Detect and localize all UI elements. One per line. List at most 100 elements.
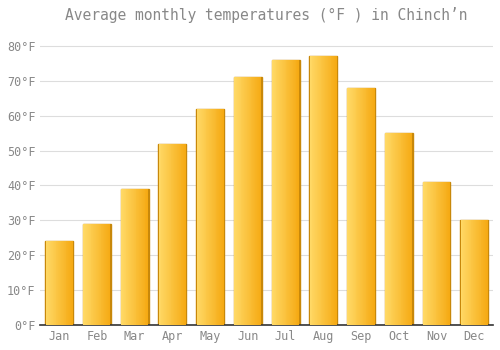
Bar	[273, 60, 274, 325]
Bar	[209, 108, 210, 325]
Bar	[172, 144, 174, 325]
Bar	[482, 220, 483, 325]
Bar	[107, 224, 108, 325]
Bar	[208, 108, 209, 325]
Bar	[130, 189, 131, 325]
Bar	[199, 108, 200, 325]
Bar	[62, 241, 63, 325]
Bar	[478, 220, 480, 325]
Bar	[122, 189, 123, 325]
Bar	[462, 220, 464, 325]
Bar	[206, 108, 208, 325]
Bar	[214, 108, 216, 325]
Bar	[56, 241, 58, 325]
Bar	[160, 144, 162, 325]
Bar	[126, 189, 128, 325]
Bar	[356, 88, 358, 325]
Bar	[395, 133, 396, 325]
Bar	[242, 77, 244, 325]
Bar	[49, 241, 50, 325]
Bar	[129, 189, 130, 325]
Bar	[328, 56, 330, 325]
Bar	[354, 88, 356, 325]
Bar	[358, 88, 359, 325]
Bar	[166, 144, 167, 325]
Bar	[64, 241, 66, 325]
Bar	[274, 60, 276, 325]
Bar	[96, 224, 97, 325]
Bar	[97, 224, 98, 325]
Bar	[258, 77, 260, 325]
Bar	[441, 182, 442, 325]
Bar	[368, 88, 369, 325]
Bar	[143, 189, 144, 325]
Bar	[333, 56, 334, 325]
Bar	[103, 224, 104, 325]
Bar	[175, 144, 176, 325]
Bar	[213, 108, 214, 325]
Bar	[446, 182, 448, 325]
Bar	[467, 220, 468, 325]
Bar	[245, 77, 246, 325]
Bar	[202, 108, 203, 325]
Bar	[282, 60, 283, 325]
Bar	[281, 60, 282, 325]
Bar	[443, 182, 444, 325]
Bar	[444, 182, 446, 325]
Bar	[315, 56, 316, 325]
Bar	[104, 224, 105, 325]
Bar	[464, 220, 465, 325]
Bar	[136, 189, 138, 325]
Bar	[449, 182, 450, 325]
Bar	[144, 189, 146, 325]
Bar	[168, 144, 170, 325]
Bar	[279, 60, 280, 325]
Bar	[98, 224, 100, 325]
Bar	[92, 224, 94, 325]
Bar	[272, 60, 273, 325]
Bar	[170, 144, 172, 325]
Bar	[359, 88, 360, 325]
Bar	[423, 182, 424, 325]
Bar	[100, 224, 102, 325]
Bar	[325, 56, 326, 325]
Bar	[69, 241, 70, 325]
Bar	[218, 108, 219, 325]
Bar	[51, 241, 52, 325]
Bar	[72, 241, 73, 325]
Bar	[310, 56, 312, 325]
Bar	[426, 182, 428, 325]
Bar	[165, 144, 166, 325]
Bar	[349, 88, 350, 325]
Bar	[475, 220, 476, 325]
Bar	[138, 189, 139, 325]
Bar	[407, 133, 408, 325]
Bar	[248, 77, 250, 325]
Bar	[353, 88, 354, 325]
Bar	[235, 77, 236, 325]
Bar	[363, 88, 364, 325]
Bar	[84, 224, 85, 325]
Bar	[373, 88, 374, 325]
Bar	[468, 220, 469, 325]
Bar	[66, 241, 68, 325]
Bar	[442, 182, 443, 325]
Bar	[86, 224, 87, 325]
Bar	[470, 220, 472, 325]
Bar	[221, 108, 222, 325]
Bar	[63, 241, 64, 325]
Bar	[318, 56, 320, 325]
Bar	[366, 88, 368, 325]
Bar	[45, 241, 73, 325]
Bar	[178, 144, 180, 325]
Bar	[58, 241, 59, 325]
Bar	[388, 133, 389, 325]
Bar	[400, 133, 402, 325]
Bar	[234, 77, 262, 325]
Bar	[480, 220, 482, 325]
Bar	[54, 241, 56, 325]
Bar	[310, 56, 337, 325]
Bar	[132, 189, 133, 325]
Bar	[70, 241, 71, 325]
Bar	[350, 88, 351, 325]
